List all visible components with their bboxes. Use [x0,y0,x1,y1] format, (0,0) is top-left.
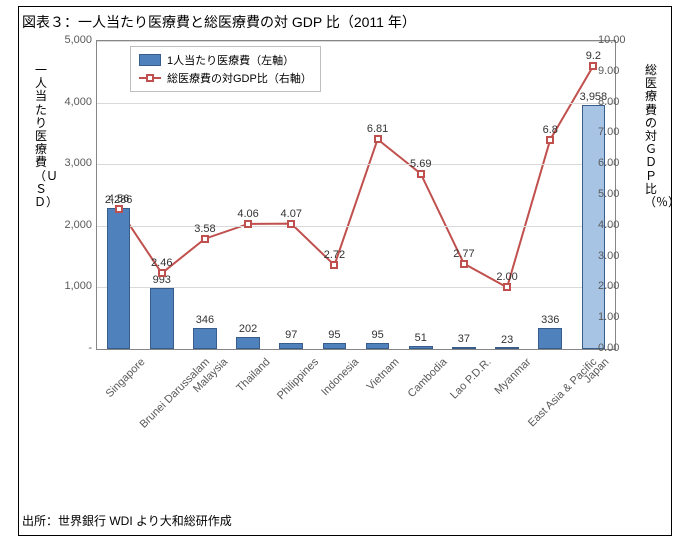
bar [452,347,476,349]
line-value-label: 4.06 [237,208,258,220]
bar [366,343,390,349]
bar-value-label: 23 [501,334,513,346]
line-value-label: 2.00 [496,271,517,283]
legend-line-swatch [139,77,161,79]
line-marker [546,136,554,144]
y-left-tick: - [62,342,92,354]
bar-value-label: 97 [285,329,297,341]
y-right-tick: 7.00 [598,126,630,138]
bar [538,328,562,349]
bar-value-label: 95 [328,329,340,341]
legend-line-row: 総医療費の対GDP比（右軸） [139,69,312,87]
bar [107,208,131,349]
line-value-label: 6.81 [367,123,388,135]
bar-value-label: 95 [371,329,383,341]
line-marker [589,62,597,70]
y-right-tick: 2.00 [598,280,630,292]
chart-title: 図表３：一人当たり医療費と総医療費の対 GDP 比（2011 年） [22,12,416,32]
line-value-label: 5.69 [410,158,431,170]
line-marker [158,269,166,277]
bar [193,328,217,349]
legend-line-label: 総医療費の対GDP比（右軸） [167,70,312,86]
bar [495,347,519,349]
y-right-tick: 3.00 [598,250,630,262]
y-right-tick: 8.00 [598,96,630,108]
bar-value-label: 346 [196,314,214,326]
bar-value-label: 51 [415,332,427,344]
line-marker [503,283,511,291]
y-left-tick: 5,000 [62,34,92,46]
line-marker [330,261,338,269]
line-marker [460,260,468,268]
y-left-tick: 2,000 [62,219,92,231]
legend-bar-swatch [139,54,161,66]
line-value-label: 2.46 [151,257,172,269]
line-value-label: 4.07 [281,208,302,220]
line-marker [417,170,425,178]
y-left-tick: 4,000 [62,96,92,108]
bar [323,343,347,349]
y-right-tick: 9.00 [598,65,630,77]
line-value-label: 9.2 [586,50,601,62]
bar-value-label: 336 [541,314,559,326]
bar-value-label: 202 [239,323,257,335]
legend-bar-label: 1人当たり医療費（左軸） [167,52,294,68]
line-value-label: 3.58 [194,223,215,235]
legend: 1人当たり医療費（左軸） 総医療費の対GDP比（右軸） [130,46,321,92]
y-right-tick: 5.00 [598,188,630,200]
y-right-tick: 6.00 [598,157,630,169]
line-marker [201,235,209,243]
chart-source: 出所：世界銀行 WDI より大和総研作成 [22,512,232,529]
bar [236,337,260,349]
bar [150,288,174,349]
bar-value-label: 37 [458,333,470,345]
line-value-label: 2.77 [453,248,474,260]
line-marker [115,205,123,213]
y-right-tick: 1.00 [598,311,630,323]
y-right-tick: 0.00 [598,342,630,354]
y-left-tick: 1,000 [62,280,92,292]
line-marker [244,220,252,228]
line-marker [374,135,382,143]
y-right-tick: 4.00 [598,219,630,231]
line-value-label: 4.56 [108,193,129,205]
legend-bar-row: 1人当たり医療費（左軸） [139,51,312,69]
line-marker [287,220,295,228]
y-axis-left-title: 一人当たり医療費（ＵＳＤ） [34,64,48,209]
y-right-tick: 10.00 [598,34,630,46]
bar [409,346,433,349]
y-left-tick: 3,000 [62,157,92,169]
line-value-label: 6.8 [543,124,558,136]
y-axis-right-title: 総医療費の対ＧＤＰ比（％） [644,64,658,209]
line-value-label: 2.72 [324,249,345,261]
bar [279,343,303,349]
